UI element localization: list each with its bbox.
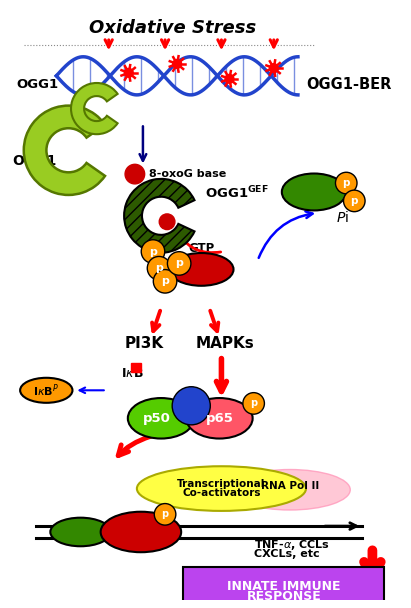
Ellipse shape [20,378,72,403]
Circle shape [125,69,133,77]
Bar [131,362,141,373]
Circle shape [159,214,175,230]
Circle shape [125,164,145,184]
Text: RESPONSE: RESPONSE [247,590,321,603]
Text: CXCLs, etc: CXCLs, etc [254,549,319,559]
Circle shape [335,172,357,194]
Text: INNATE IMMUNE: INNATE IMMUNE [227,581,341,593]
Text: MAPKs: MAPKs [195,336,254,351]
Circle shape [269,64,278,72]
Text: PI3K: PI3K [125,336,164,351]
Text: $\it{P}$i: $\it{P}$i [336,210,349,225]
Circle shape [173,60,182,68]
Text: p: p [149,246,157,257]
Circle shape [167,252,191,275]
Text: p: p [351,196,358,206]
Circle shape [147,257,171,280]
Wedge shape [124,179,194,253]
Circle shape [243,393,264,414]
Circle shape [172,387,210,425]
Text: p: p [175,258,183,269]
Text: p: p [161,276,169,286]
Text: p: p [155,263,163,273]
Ellipse shape [128,398,194,438]
Ellipse shape [282,173,346,210]
Circle shape [225,74,234,83]
Wedge shape [24,106,105,195]
Text: OGG1: OGG1 [12,154,56,168]
Ellipse shape [50,517,111,546]
Text: OGG1: OGG1 [16,78,58,91]
Text: p: p [162,510,169,519]
Ellipse shape [186,398,253,438]
Ellipse shape [137,466,306,511]
Wedge shape [71,83,118,134]
Text: 8-oxoG base: 8-oxoG base [149,169,226,179]
Text: p: p [250,398,257,409]
Text: OGG1-BER: OGG1-BER [306,77,391,92]
Circle shape [141,240,165,263]
Circle shape [153,269,177,293]
Text: RNA Pol II: RNA Pol II [261,480,319,491]
Text: Transcriptional: Transcriptional [177,479,266,489]
Text: p65: p65 [206,412,233,425]
Text: Co-activators: Co-activators [182,488,261,498]
Text: p: p [342,178,350,188]
Text: OGG1$^{\mathbf{GEF}}$: OGG1$^{\mathbf{GEF}}$ [206,184,269,201]
Text: I$\kappa$B: I$\kappa$B [121,367,143,379]
Ellipse shape [101,512,181,552]
Text: Oxidative Stress: Oxidative Stress [90,19,257,37]
Text: TNF-$\alpha$, CCLs: TNF-$\alpha$, CCLs [254,537,330,551]
Text: I$\kappa$B$^{P}$: I$\kappa$B$^{P}$ [33,382,59,399]
Ellipse shape [169,253,233,286]
Text: p50: p50 [143,412,171,425]
Text: GTP: GTP [188,241,215,255]
Circle shape [154,503,176,525]
Ellipse shape [229,469,350,510]
FancyBboxPatch shape [183,567,384,603]
Circle shape [344,190,365,212]
